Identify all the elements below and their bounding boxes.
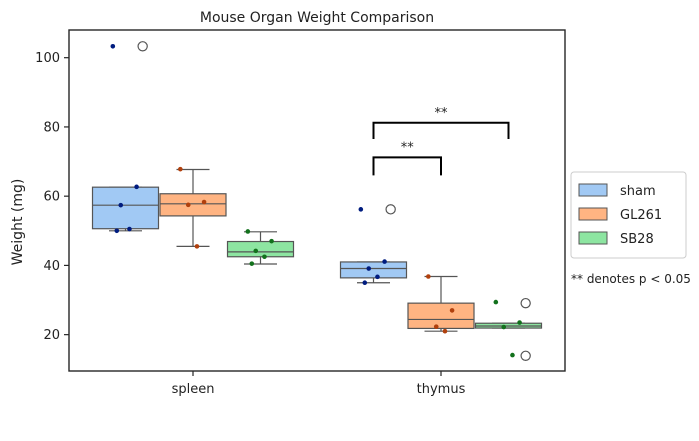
y-tick-label: 80 — [43, 120, 60, 135]
data-point — [449, 308, 455, 313]
data-point — [185, 202, 191, 208]
box-iqr — [407, 302, 475, 330]
data-point — [110, 43, 116, 49]
data-point — [362, 280, 368, 286]
box-SB28-thymus — [474, 297, 543, 361]
significance-bracket — [372, 156, 442, 176]
box-iqr — [159, 193, 227, 217]
plot-marks: ** ** — [91, 41, 543, 361]
data-point — [127, 226, 132, 232]
y-tick-label: 100 — [35, 51, 60, 66]
legend-label-GL261: GL261 — [620, 208, 662, 223]
y-tick-label: 40 — [43, 259, 60, 274]
legend: sham GL261 SB28 — [570, 171, 687, 259]
y-tick-label: 20 — [43, 328, 60, 343]
legend-swatch-GL261 — [578, 207, 608, 221]
data-point — [382, 259, 387, 264]
data-point — [194, 244, 200, 249]
outlier-marker — [385, 204, 396, 215]
data-point — [269, 238, 274, 244]
outlier-marker — [137, 41, 148, 52]
data-point — [501, 324, 507, 330]
data-point — [134, 184, 139, 190]
data-point — [253, 248, 259, 254]
box-iqr — [91, 186, 160, 230]
data-point — [366, 266, 372, 271]
box-GL261-thymus — [407, 274, 475, 334]
y-tick-label: 60 — [43, 190, 60, 205]
box-GL261-spleen — [159, 166, 227, 249]
box-iqr — [339, 261, 408, 279]
box-sham-spleen — [91, 41, 160, 234]
legend-label-SB28: SB28 — [620, 232, 654, 247]
outlier-marker — [520, 350, 531, 361]
data-point — [375, 274, 380, 280]
x-tick-label: spleen — [172, 382, 215, 397]
data-point — [118, 202, 124, 208]
significance-label: ** — [435, 106, 449, 121]
data-point — [245, 229, 251, 234]
box-iqr — [226, 240, 295, 258]
legend-label-sham: sham — [620, 184, 656, 199]
data-point — [510, 352, 515, 358]
y-axis-label: Weight (mg) — [10, 179, 26, 266]
significance-footnote: ** denotes p < 0.05 — [571, 272, 691, 286]
data-point — [249, 261, 255, 266]
data-point — [517, 320, 522, 325]
significance-bracket — [372, 121, 510, 140]
box-SB28-spleen — [226, 229, 295, 266]
data-point — [201, 199, 207, 205]
data-point — [426, 274, 431, 279]
x-tick-label: thymus — [417, 382, 466, 397]
data-point — [114, 228, 120, 234]
outlier-marker — [520, 297, 531, 309]
data-point — [262, 254, 267, 260]
legend-swatch-sham — [578, 183, 608, 197]
box-sham-thymus — [339, 204, 408, 286]
chart-title: Mouse Organ Weight Comparison — [200, 10, 434, 26]
axes: 20 40 60 80 100 spleen thymus — [35, 29, 566, 397]
legend-swatch-SB28 — [578, 231, 608, 245]
data-point — [442, 328, 448, 334]
data-point — [433, 324, 439, 329]
data-point — [178, 166, 183, 172]
plot-frame — [68, 29, 566, 372]
significance-label: ** — [401, 140, 415, 155]
data-point — [493, 299, 499, 305]
data-point — [358, 207, 364, 212]
